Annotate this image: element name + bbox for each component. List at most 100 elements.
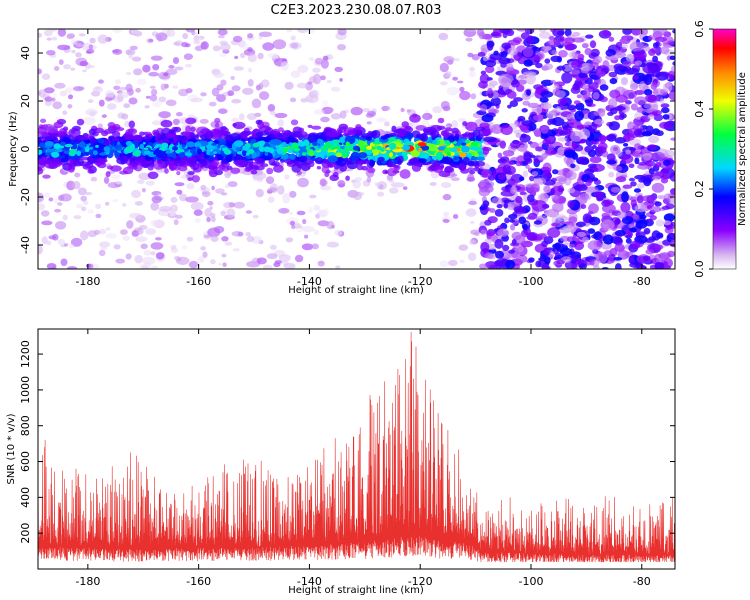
heatmap-cell <box>551 195 559 200</box>
heatmap-cell <box>508 213 518 220</box>
heatmap-cell <box>207 165 218 170</box>
heatmap-cell <box>175 112 183 117</box>
heatmap-cell <box>668 90 675 101</box>
heatmap-cell <box>571 59 583 70</box>
snr-axes: -180 -160 -140 -120 -100 -80 200 400 600 800 1000 1… <box>19 329 675 588</box>
heatmap-cell <box>54 148 63 153</box>
heatmap-cell <box>297 141 307 147</box>
heatmap-cell <box>625 54 635 62</box>
heatmap-cell <box>212 45 221 52</box>
heatmap-cell <box>615 176 627 183</box>
heatmap-cell <box>610 186 621 193</box>
heatmap-cell <box>544 209 551 217</box>
heatmap-cell <box>142 64 151 73</box>
heatmap-cell <box>121 113 129 120</box>
heatmap-cell <box>550 150 558 155</box>
heatmap-cell <box>53 198 58 204</box>
heatmap-cell <box>105 227 111 231</box>
heatmap-cell <box>142 142 146 145</box>
heatmap-cell <box>346 161 359 170</box>
spectrogram-y-tick-label: -40 <box>19 236 32 254</box>
heatmap-cell <box>454 133 460 139</box>
heatmap-cell <box>493 50 499 56</box>
heatmap-cell <box>418 158 427 163</box>
spectrogram-panel: -180 -160 -140 -120 -100 -80 -40 -20 0 20 40 Heigh… <box>8 28 676 296</box>
heatmap-cell <box>613 63 624 71</box>
heatmap-cell <box>484 219 492 226</box>
heatmap-cell <box>522 47 534 58</box>
heatmap-cell <box>75 52 82 58</box>
heatmap-cell <box>427 151 432 154</box>
heatmap-cell <box>43 87 55 94</box>
heatmap-cell <box>95 213 102 219</box>
heatmap-cell <box>503 160 515 166</box>
heatmap-cell <box>181 42 189 48</box>
heatmap-cell <box>52 101 62 110</box>
heatmap-cell <box>174 182 185 187</box>
heatmap-cell <box>79 60 89 67</box>
heatmap-cell <box>357 160 364 167</box>
heatmap-cell <box>452 214 459 219</box>
heatmap-cell <box>40 118 47 124</box>
heatmap-cell <box>298 127 305 133</box>
heatmap-cell <box>140 243 148 250</box>
heatmap-cell <box>572 37 585 43</box>
heatmap-cell <box>157 160 163 165</box>
heatmap-cell <box>267 196 275 203</box>
heatmap-cell <box>672 29 675 34</box>
heatmap-cell <box>432 139 437 144</box>
heatmap-cell <box>166 29 176 37</box>
heatmap-cell <box>305 94 319 104</box>
heatmap-cell <box>588 163 597 169</box>
heatmap-cell <box>605 49 616 57</box>
heatmap-cell <box>347 129 355 135</box>
heatmap-cell <box>181 131 191 137</box>
heatmap-cell <box>77 187 87 196</box>
heatmap-cell <box>485 230 495 237</box>
heatmap-cell <box>429 182 437 186</box>
heatmap-cell <box>529 175 535 182</box>
heatmap-cell <box>269 139 282 146</box>
heatmap-cell <box>442 130 450 139</box>
heatmap-cell <box>180 135 188 141</box>
heatmap-cell <box>609 78 618 85</box>
heatmap-cell <box>100 246 107 251</box>
heatmap-cell <box>158 111 171 119</box>
heatmap-cell <box>625 100 632 105</box>
heatmap-cell <box>178 152 186 158</box>
heatmap-cell <box>313 109 325 115</box>
heatmap-cell <box>222 262 227 268</box>
heatmap-cell <box>399 169 411 179</box>
heatmap-cell <box>278 127 284 132</box>
heatmap-cell <box>234 140 244 147</box>
heatmap-cell <box>84 148 90 153</box>
heatmap-cell <box>334 229 343 236</box>
heatmap-cell <box>214 122 220 128</box>
heatmap-cell <box>547 118 552 126</box>
heatmap-cell <box>320 150 327 156</box>
heatmap-cell <box>592 88 600 93</box>
heatmap-cell <box>606 153 616 161</box>
heatmap-cell <box>319 178 327 187</box>
heatmap-cell <box>367 167 376 174</box>
heatmap-cell <box>614 105 626 111</box>
colorbar: 0.0 0.2 0.4 0.6 Normalized spectral amplitu… <box>693 20 748 278</box>
heatmap-cell <box>168 65 175 69</box>
heatmap-cell <box>46 147 56 153</box>
heatmap-cell <box>190 126 196 132</box>
snr-frame <box>37 328 676 570</box>
heatmap-cell <box>389 152 393 158</box>
heatmap-cell <box>355 124 362 129</box>
heatmap-cell <box>294 254 304 263</box>
heatmap-cell <box>169 211 176 217</box>
heatmap-cell <box>98 249 106 257</box>
heatmap-cell <box>527 194 535 203</box>
heatmap-cell <box>289 153 296 160</box>
heatmap-cell <box>236 147 241 151</box>
heatmap-cell <box>623 143 629 147</box>
heatmap-cell <box>617 250 630 260</box>
heatmap-cell <box>226 140 234 149</box>
heatmap-cell <box>460 142 467 146</box>
heatmap-cell <box>245 232 252 237</box>
heatmap-cell <box>397 159 402 166</box>
